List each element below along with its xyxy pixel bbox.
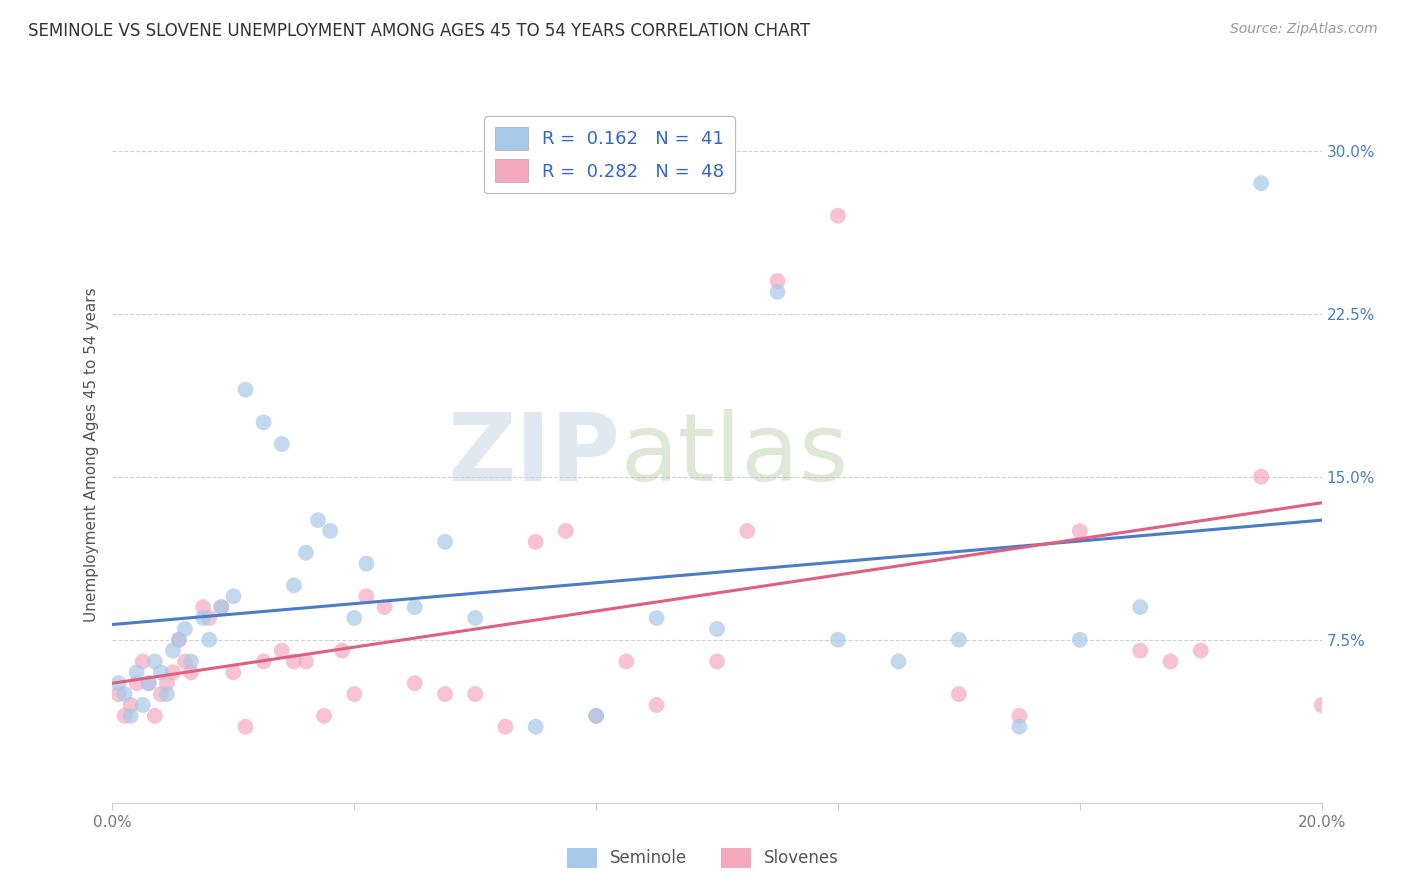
Point <box>737 524 759 538</box>
Point <box>253 415 276 429</box>
Point <box>283 655 305 669</box>
Point <box>143 708 166 723</box>
Point <box>180 665 202 680</box>
Point <box>1008 720 1031 734</box>
Point <box>766 285 789 299</box>
Point <box>319 524 342 538</box>
Point <box>404 600 426 615</box>
Y-axis label: Unemployment Among Ages 45 to 54 years: Unemployment Among Ages 45 to 54 years <box>84 287 100 623</box>
Point <box>162 665 184 680</box>
Point <box>343 687 366 701</box>
Point <box>295 546 318 560</box>
Point <box>114 708 136 723</box>
Point <box>120 698 142 712</box>
Point <box>948 632 970 647</box>
Point <box>295 655 318 669</box>
Text: Source: ZipAtlas.com: Source: ZipAtlas.com <box>1230 22 1378 37</box>
Point <box>374 600 396 615</box>
Point <box>356 589 378 603</box>
Point <box>180 655 202 669</box>
Point <box>138 676 160 690</box>
Point <box>191 600 214 615</box>
Point <box>948 687 970 701</box>
Point <box>156 676 179 690</box>
Point <box>270 643 292 657</box>
Point <box>524 535 547 549</box>
Point <box>143 655 166 669</box>
Point <box>167 632 190 647</box>
Point <box>174 622 197 636</box>
Point <box>235 383 257 397</box>
Point <box>585 708 607 723</box>
Point <box>125 665 148 680</box>
Legend: Seminole, Slovenes: Seminole, Slovenes <box>561 841 845 875</box>
Point <box>616 655 638 669</box>
Point <box>107 676 129 690</box>
Legend: R =  0.162   N =  41, R =  0.282   N =  48: R = 0.162 N = 41, R = 0.282 N = 48 <box>484 116 735 194</box>
Point <box>270 437 292 451</box>
Point <box>887 655 910 669</box>
Point <box>162 643 184 657</box>
Point <box>174 655 197 669</box>
Point <box>524 720 547 734</box>
Point <box>1250 469 1272 483</box>
Point <box>1069 524 1091 538</box>
Text: ZIP: ZIP <box>447 409 620 501</box>
Point <box>198 611 221 625</box>
Point <box>1250 176 1272 190</box>
Point <box>464 687 486 701</box>
Point <box>356 557 378 571</box>
Text: SEMINOLE VS SLOVENE UNEMPLOYMENT AMONG AGES 45 TO 54 YEARS CORRELATION CHART: SEMINOLE VS SLOVENE UNEMPLOYMENT AMONG A… <box>28 22 810 40</box>
Point <box>107 687 129 701</box>
Point <box>645 611 668 625</box>
Point <box>222 589 245 603</box>
Point <box>209 600 232 615</box>
Point <box>138 676 160 690</box>
Point <box>120 708 142 723</box>
Point <box>554 524 576 538</box>
Point <box>1189 643 1212 657</box>
Point <box>766 274 789 288</box>
Point <box>433 535 456 549</box>
Point <box>1008 708 1031 723</box>
Text: atlas: atlas <box>620 409 849 501</box>
Point <box>404 676 426 690</box>
Point <box>125 676 148 690</box>
Point <box>495 720 517 734</box>
Point <box>198 632 221 647</box>
Point <box>585 708 607 723</box>
Point <box>149 665 172 680</box>
Point <box>330 643 353 657</box>
Point <box>114 687 136 701</box>
Point <box>235 720 257 734</box>
Point <box>307 513 329 527</box>
Point <box>1069 632 1091 647</box>
Point <box>314 708 336 723</box>
Point <box>1129 600 1152 615</box>
Point <box>827 209 849 223</box>
Point <box>645 698 668 712</box>
Point <box>706 622 728 636</box>
Point <box>1159 655 1181 669</box>
Point <box>132 655 155 669</box>
Point <box>222 665 245 680</box>
Point <box>343 611 366 625</box>
Point <box>191 611 214 625</box>
Point <box>156 687 179 701</box>
Point <box>132 698 155 712</box>
Point <box>167 632 190 647</box>
Point <box>433 687 456 701</box>
Point <box>706 655 728 669</box>
Point <box>464 611 486 625</box>
Point <box>1129 643 1152 657</box>
Point <box>253 655 276 669</box>
Point <box>209 600 232 615</box>
Point <box>1310 698 1333 712</box>
Point <box>283 578 305 592</box>
Point <box>827 632 849 647</box>
Point <box>149 687 172 701</box>
